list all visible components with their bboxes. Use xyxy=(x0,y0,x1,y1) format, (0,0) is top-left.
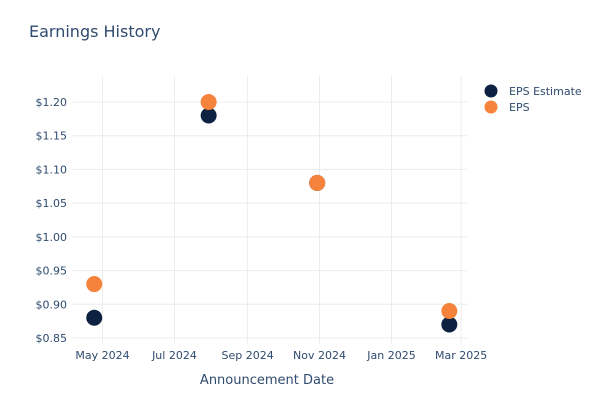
chart-title: Earnings History xyxy=(29,22,160,41)
x-tick-label: Nov 2024 xyxy=(293,349,346,362)
eps-point xyxy=(200,94,217,110)
eps-point xyxy=(309,174,326,191)
eps-estimate-point xyxy=(200,107,217,124)
y-tick-label: $1.20 xyxy=(36,96,68,109)
grid xyxy=(73,76,467,344)
x-tick-label: Jan 2025 xyxy=(366,349,415,362)
x-axis-ticks: May 2024 Jul 2024 Sep 2024 Nov 2024 Jan 2025… xyxy=(75,349,487,362)
eps-point xyxy=(441,303,458,320)
y-tick-label: $0.95 xyxy=(36,265,68,278)
y-tick-label: $1.00 xyxy=(36,231,68,244)
eps-estimate-point xyxy=(441,316,458,333)
data-points xyxy=(86,94,458,333)
legend-label-eps-estimate: EPS Estimate xyxy=(509,85,582,98)
eps-estimate-point xyxy=(86,309,103,326)
legend-marker-eps xyxy=(484,100,498,114)
x-tick-label: Sep 2024 xyxy=(221,349,273,362)
y-tick-label: $1.15 xyxy=(36,130,68,143)
x-tick-label: Mar 2025 xyxy=(435,349,487,362)
legend: EPS Estimate EPS xyxy=(484,84,582,114)
y-tick-label: $0.90 xyxy=(36,298,68,311)
legend-label-eps: EPS xyxy=(509,101,530,114)
y-tick-label: $1.05 xyxy=(36,197,68,210)
eps-point xyxy=(86,276,103,293)
x-axis-title: Announcement Date xyxy=(200,373,334,388)
y-tick-label: $0.85 xyxy=(36,332,68,345)
x-tick-label: May 2024 xyxy=(75,349,129,362)
y-tick-label: $1.10 xyxy=(36,163,68,176)
legend-marker-eps-estimate xyxy=(484,84,498,98)
y-axis-ticks: $0.85 $0.90 $0.95 $1.00 $1.05 $1.10 $1.15 $1.20 xyxy=(36,96,68,345)
x-tick-label: Jul 2024 xyxy=(151,349,197,362)
